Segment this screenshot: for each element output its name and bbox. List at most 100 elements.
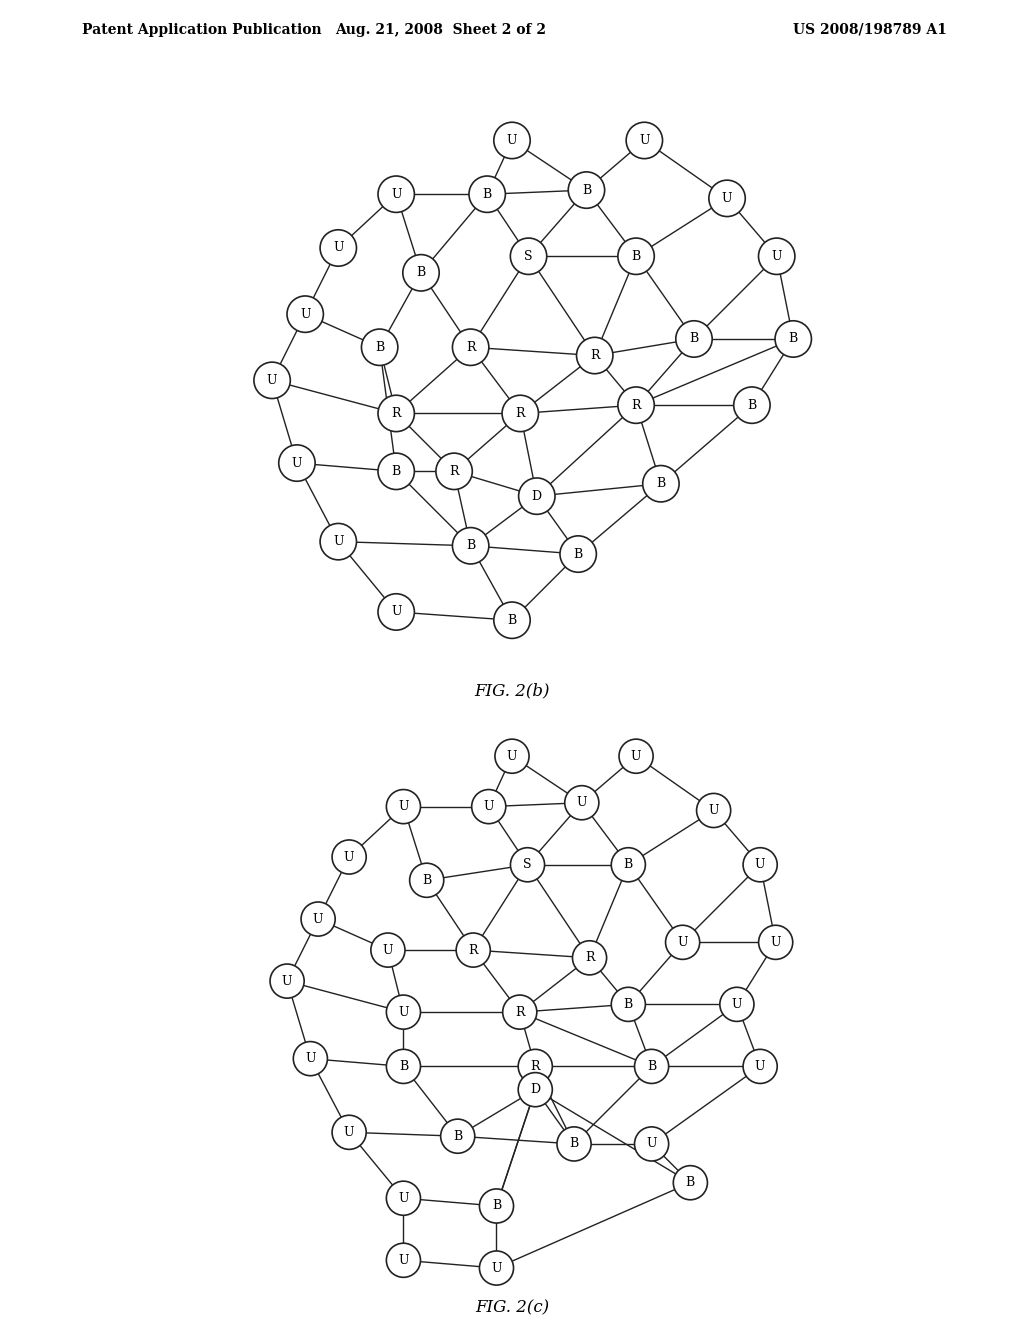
Text: B: B (689, 333, 698, 346)
Text: B: B (788, 333, 798, 346)
Text: U: U (577, 796, 587, 809)
Text: U: U (755, 858, 765, 871)
Text: U: U (492, 1262, 502, 1275)
Text: B: B (656, 478, 666, 490)
Text: B: B (632, 249, 641, 263)
Text: R: R (590, 348, 599, 362)
Circle shape (321, 524, 356, 560)
Circle shape (674, 1166, 708, 1200)
Text: U: U (267, 374, 278, 387)
Circle shape (709, 180, 745, 216)
Circle shape (510, 847, 545, 882)
Text: U: U (305, 1052, 315, 1065)
Text: U: U (391, 606, 401, 619)
Text: U: U (731, 998, 742, 1011)
Text: U: U (677, 936, 688, 949)
Circle shape (720, 987, 754, 1022)
Text: U: U (344, 1126, 354, 1139)
Circle shape (402, 255, 439, 290)
Text: Aug. 21, 2008  Sheet 2 of 2: Aug. 21, 2008 Sheet 2 of 2 (335, 22, 546, 37)
Text: R: R (585, 952, 594, 965)
Circle shape (635, 1127, 669, 1162)
Circle shape (503, 995, 537, 1030)
Text: R: R (466, 341, 475, 354)
Circle shape (386, 789, 421, 824)
Text: R: R (515, 407, 525, 420)
Circle shape (557, 1127, 591, 1162)
Circle shape (617, 387, 654, 424)
Text: D: D (531, 490, 542, 503)
Text: R: R (450, 465, 459, 478)
Text: U: U (383, 944, 393, 957)
Text: U: U (398, 1006, 409, 1019)
Circle shape (436, 453, 472, 490)
Circle shape (518, 478, 555, 515)
Circle shape (293, 1041, 328, 1076)
Text: U: U (755, 1060, 765, 1073)
Text: B: B (582, 183, 591, 197)
Text: U: U (483, 800, 494, 813)
Circle shape (456, 933, 490, 968)
Circle shape (279, 445, 315, 482)
Circle shape (472, 789, 506, 824)
Circle shape (321, 230, 356, 267)
Text: B: B (391, 465, 400, 478)
Text: Patent Application Publication: Patent Application Publication (82, 22, 322, 37)
Circle shape (469, 176, 506, 213)
Circle shape (254, 362, 291, 399)
Circle shape (361, 329, 398, 366)
Text: B: B (398, 1060, 408, 1073)
Circle shape (568, 172, 604, 209)
Text: B: B (375, 341, 384, 354)
Text: U: U (771, 249, 782, 263)
Text: U: U (398, 1254, 409, 1267)
Circle shape (479, 1251, 514, 1286)
Circle shape (440, 1119, 475, 1154)
Text: B: B (482, 187, 492, 201)
Text: B: B (748, 399, 757, 412)
Circle shape (378, 395, 415, 432)
Text: U: U (507, 750, 517, 763)
Text: B: B (507, 614, 517, 627)
Text: U: U (398, 1192, 409, 1205)
Circle shape (510, 238, 547, 275)
Text: R: R (515, 1006, 524, 1019)
Text: S: S (524, 249, 532, 263)
Circle shape (518, 1073, 552, 1106)
Circle shape (378, 176, 415, 213)
Text: B: B (573, 548, 583, 561)
Text: U: U (398, 800, 409, 813)
Text: U: U (344, 850, 354, 863)
Circle shape (626, 123, 663, 158)
Circle shape (287, 296, 324, 333)
Circle shape (378, 453, 415, 490)
Circle shape (502, 395, 539, 432)
Text: R: R (468, 944, 478, 957)
Text: U: U (770, 936, 781, 949)
Text: U: U (282, 974, 293, 987)
Circle shape (453, 528, 488, 564)
Circle shape (743, 1049, 777, 1084)
Circle shape (611, 987, 645, 1022)
Text: B: B (647, 1060, 656, 1073)
Circle shape (378, 594, 415, 630)
Circle shape (479, 1189, 514, 1224)
Text: U: U (507, 133, 517, 147)
Circle shape (564, 785, 599, 820)
Text: R: R (391, 407, 401, 420)
Circle shape (733, 387, 770, 424)
Circle shape (577, 338, 613, 374)
Circle shape (759, 925, 793, 960)
Text: B: B (453, 1130, 463, 1143)
Circle shape (386, 1181, 421, 1216)
Text: U: U (639, 133, 649, 147)
Circle shape (518, 1049, 552, 1084)
Text: U: U (709, 804, 719, 817)
Text: U: U (333, 242, 343, 255)
Circle shape (620, 739, 653, 774)
Circle shape (332, 840, 367, 874)
Text: B: B (466, 540, 475, 552)
Text: B: B (624, 858, 633, 871)
Text: B: B (422, 874, 431, 887)
Circle shape (560, 536, 596, 573)
